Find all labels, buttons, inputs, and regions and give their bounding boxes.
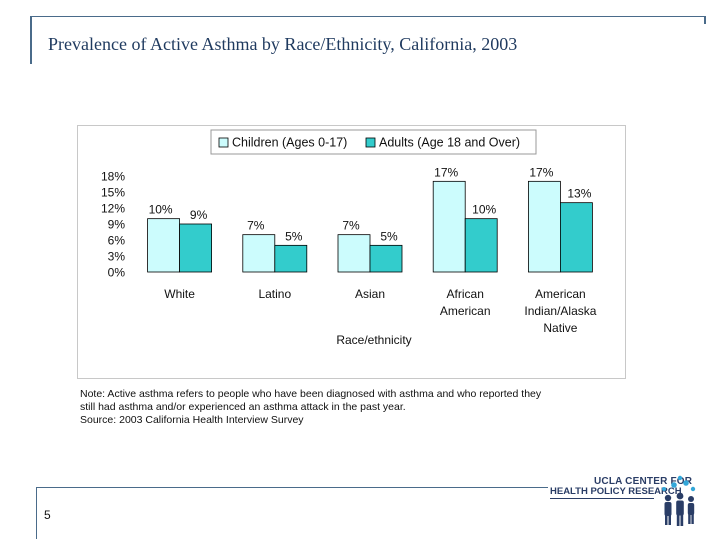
- bar-adults: [559, 202, 593, 273]
- legend-label-2: Adults (Age 18 and Over): [379, 136, 520, 150]
- data-label: 10%: [472, 203, 496, 217]
- legend-label-1: Children (Ages 0-17): [232, 136, 347, 150]
- slide-frame-right: [704, 16, 706, 24]
- footer-rule: [36, 487, 548, 488]
- y-tick-label: 3%: [108, 250, 126, 264]
- x-tick-label: American: [535, 287, 586, 301]
- note-line-2: still had asthma and/or experienced an a…: [80, 401, 406, 413]
- note-line-1: Note: Active asthma refers to people who…: [80, 388, 542, 400]
- legend-swatch-1: [218, 137, 229, 148]
- data-label: 7%: [342, 219, 360, 233]
- chart-container: Children (Ages 0-17) Adults (Age 18 and O…: [77, 125, 626, 379]
- note-source: Source: 2003 California Health Interview…: [80, 414, 304, 426]
- x-tick-label: American: [440, 304, 491, 318]
- data-label: 5%: [380, 229, 398, 243]
- y-tick-label: 15%: [101, 186, 125, 200]
- ucla-logo: UCLA CENTER FOR HEALTH POLICY RESEARCH: [550, 472, 700, 530]
- data-label: 9%: [190, 208, 208, 222]
- y-tick-label: 18%: [101, 170, 125, 184]
- bar-children: [147, 218, 180, 273]
- bar-children: [432, 180, 466, 273]
- slide-frame-top: [30, 16, 706, 17]
- y-tick-label: 0%: [108, 266, 126, 280]
- data-label: 17%: [434, 165, 458, 179]
- bar-adults: [274, 244, 308, 273]
- logo-line-2: HEALTH POLICY RESEARCH: [550, 486, 682, 497]
- x-axis-title: Race/ethnicity: [336, 333, 411, 347]
- bar-children: [337, 234, 371, 273]
- logo-line-1: UCLA CENTER FOR: [594, 476, 693, 487]
- bar-children: [242, 234, 276, 273]
- data-label: 5%: [285, 229, 303, 243]
- bar-children: [527, 180, 561, 273]
- people-group-icon: [662, 475, 696, 526]
- x-tick-label: Latino: [258, 287, 291, 301]
- x-tick-label: Native: [543, 321, 577, 335]
- bar-adults: [464, 218, 498, 273]
- y-tick-label: 12%: [101, 202, 125, 216]
- legend-swatch-2: [365, 137, 376, 148]
- bar-adults: [369, 244, 403, 273]
- x-tick-label: White: [164, 287, 195, 301]
- footer-rule-left: [36, 487, 37, 539]
- page-number: 5: [44, 508, 51, 522]
- slide-title: Prevalence of Active Asthma by Race/Ethn…: [48, 34, 518, 54]
- x-tick-label: Asian: [355, 287, 385, 301]
- slide-frame-left: [30, 16, 32, 64]
- y-tick-label: 6%: [108, 234, 126, 248]
- bar-chart: Children (Ages 0-17) Adults (Age 18 and O…: [101, 129, 597, 347]
- x-tick-label: Indian/Alaska: [524, 304, 596, 318]
- data-label: 17%: [529, 165, 553, 179]
- data-label: 10%: [149, 203, 173, 217]
- logo-rule: [550, 498, 654, 499]
- data-label: 7%: [247, 219, 265, 233]
- y-tick-label: 9%: [108, 218, 126, 232]
- x-tick-label: African: [447, 287, 484, 301]
- chart-note: Note: Active asthma refers to people who…: [80, 388, 640, 427]
- bar-adults: [179, 223, 212, 273]
- data-label: 13%: [567, 187, 591, 201]
